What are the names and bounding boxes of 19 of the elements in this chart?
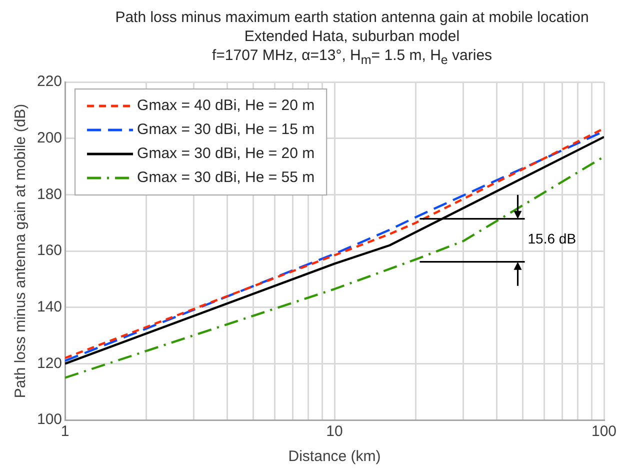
y-tick-label: 120 <box>36 354 62 372</box>
y-tick-label: 100 <box>36 411 62 428</box>
y-tick-label: 220 <box>36 73 62 90</box>
legend-label: Gmax = 30 dBi, He = 20 m <box>137 145 315 162</box>
y-tick-label: 140 <box>36 298 62 316</box>
chart-title: Path loss minus maximum earth station antenna gain at mobile location <box>114 8 590 27</box>
x-tick-label: 1 <box>60 423 70 440</box>
y-tick-label: 180 <box>36 186 62 203</box>
y-tick-label: 160 <box>36 242 62 260</box>
legend-label: Gmax = 40 dBi, He = 20 m <box>137 97 315 114</box>
x-axis-title: Distance (km) <box>288 448 381 466</box>
chart-subtitle: Extended Hata, suburban model f=1707 MHz, α=13°, H$_{m}$= 1.5 m, H$_{e}$ varies <box>210 27 494 69</box>
y-axis-title: Path loss minus antenna gain at mobile (dB) <box>12 104 30 398</box>
legend-label: Gmax = 30 dBi, He = 15 m <box>137 121 315 138</box>
x-tick-label: 100 <box>591 423 617 440</box>
y-tick-label: 200 <box>36 129 62 146</box>
legend-label: Gmax = 30 dBi, He = 55 m <box>137 169 315 186</box>
x-tick-label: 10 <box>326 423 343 440</box>
annotation: 15.6 dB <box>528 230 576 247</box>
